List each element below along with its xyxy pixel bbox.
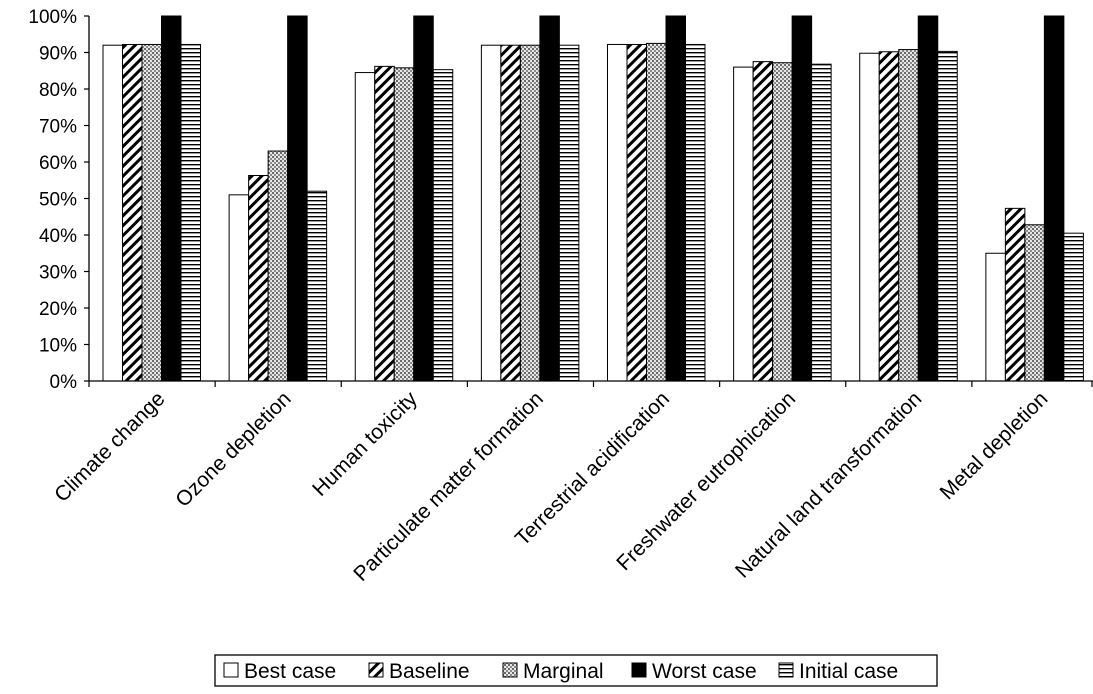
- bar: [161, 15, 182, 382]
- legend-swatch: [223, 662, 239, 678]
- bar: [646, 42, 667, 382]
- legend-label: Marginal: [523, 660, 604, 683]
- y-tick-label: 70%: [39, 117, 77, 138]
- legend-label: Worst case: [652, 660, 757, 683]
- y-tick-label: 90%: [39, 44, 77, 65]
- bar: [898, 49, 919, 382]
- bar: [1004, 207, 1026, 382]
- y-tick-label: 80%: [39, 80, 77, 101]
- y-tick-label: 0%: [50, 372, 78, 393]
- bar: [393, 67, 415, 382]
- bar: [733, 66, 754, 382]
- y-tick-label: 30%: [39, 263, 77, 284]
- bar: [122, 43, 143, 382]
- bar: [558, 44, 580, 382]
- y-tick-label: 40%: [39, 226, 77, 247]
- legend-swatch: [778, 662, 794, 678]
- legend: Best case Baseline Marginal Worst case Initi…: [214, 654, 938, 687]
- bar: [287, 15, 308, 382]
- bar: [248, 175, 269, 382]
- bar: [937, 50, 958, 382]
- bars: [102, 15, 1084, 382]
- legend-label: Baseline: [389, 660, 470, 683]
- x-tick-label: Metal depletion: [935, 387, 1052, 504]
- axes: [88, 16, 1093, 387]
- y-tick-label: 20%: [39, 299, 77, 320]
- bar: [772, 62, 793, 382]
- legend-label: Best case: [244, 660, 336, 683]
- bar: [791, 15, 813, 382]
- legend-swatch: [368, 662, 384, 678]
- x-tick-label: Human toxicity: [308, 387, 422, 501]
- bar: [413, 15, 434, 382]
- bar: [752, 61, 774, 382]
- bar: [665, 15, 686, 382]
- bar: [228, 194, 250, 382]
- bar: [354, 72, 376, 382]
- bar: [985, 252, 1006, 382]
- bar: [1043, 15, 1065, 382]
- bar: [374, 65, 395, 382]
- y-axis-ticks: 0% 10% 20% 30% 40% 50% 60% 70% 80% 90% 100%: [28, 7, 89, 393]
- bar: [500, 44, 521, 382]
- bar: [859, 52, 880, 382]
- legend-label: Initial case: [799, 660, 898, 683]
- bar: [141, 43, 162, 382]
- y-tick-label: 10%: [39, 336, 77, 357]
- y-tick-label: 60%: [39, 153, 77, 174]
- bar: [480, 44, 502, 382]
- bar: [917, 15, 939, 382]
- bar: [267, 150, 289, 382]
- bar: [539, 15, 560, 382]
- x-axis-ticks: Climate change Ozone depletion Human toxic…: [50, 387, 1052, 586]
- x-tick-label: Climate change: [50, 387, 169, 506]
- bar: [102, 44, 123, 382]
- legend-swatch: [502, 662, 518, 678]
- x-tick-label: Ozone depletion: [171, 387, 295, 511]
- bar: [811, 63, 832, 382]
- bar: [607, 43, 628, 382]
- bar: [1024, 224, 1045, 382]
- legend-swatch: [631, 662, 647, 678]
- bar: [306, 190, 328, 382]
- bar: [626, 43, 647, 382]
- y-tick-label: 100%: [28, 7, 77, 28]
- y-tick-label: 50%: [39, 190, 77, 211]
- bar: [1063, 232, 1084, 382]
- bar: [685, 43, 706, 382]
- bar: [180, 43, 201, 382]
- legend-box: [214, 654, 938, 687]
- bar: [432, 69, 454, 382]
- bar: [519, 44, 541, 382]
- bar: [878, 51, 900, 382]
